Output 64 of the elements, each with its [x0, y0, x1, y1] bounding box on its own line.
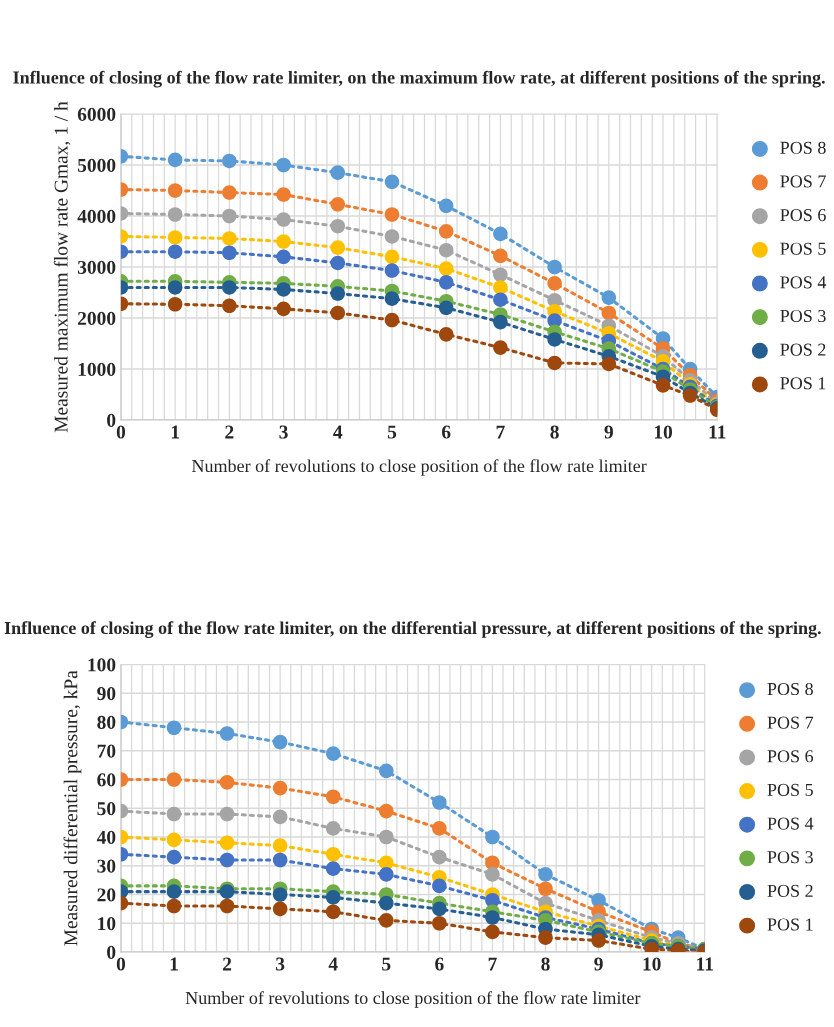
legend-label: POS 3 — [780, 309, 826, 323]
legend-label: POS 3 — [767, 851, 813, 864]
x-tick-label: 3 — [276, 957, 285, 971]
x-tick-label: 3 — [279, 425, 288, 439]
legend-label: POS 5 — [767, 783, 813, 797]
y-tick-label: 2000 — [78, 311, 116, 325]
x-tick-label: 5 — [382, 957, 391, 971]
y-tick-label: 70 — [97, 744, 116, 758]
x-tick-label: 7 — [496, 425, 505, 439]
y-tick-label: 20 — [97, 888, 116, 902]
y-tick-label: 10 — [98, 917, 116, 931]
x-tick-label: 9 — [604, 425, 613, 439]
y-tick-label: 80 — [97, 715, 116, 729]
y-tick-label: 50 — [97, 802, 116, 816]
legend-label: POS 6 — [780, 209, 826, 222]
y-tick-label: 0 — [107, 413, 116, 427]
y-tick-label: 5000 — [77, 158, 116, 172]
x-tick-label: 11 — [697, 957, 713, 971]
legend-label: POS 4 — [780, 276, 827, 289]
y-axis-title: Measured differential pressure, kPa — [63, 670, 82, 946]
x-tick-label: 8 — [550, 425, 559, 439]
legend-label: POS 8 — [780, 141, 826, 154]
chart-title: Influence of closing of the flow rate limiter, on the differential pressure, at different positions of the spring. — [4, 621, 821, 638]
x-tick-label: 4 — [333, 425, 343, 439]
legend-label: POS 2 — [780, 343, 826, 356]
y-tick-label: 30 — [97, 859, 116, 873]
legend-label: POS 2 — [767, 884, 813, 897]
x-tick-label: 8 — [541, 957, 550, 971]
y-tick-label: 4000 — [77, 209, 116, 223]
x-tick-label: 7 — [488, 957, 497, 971]
x-axis-title: Number of revolutions to close position of the flow rate limiter — [185, 991, 641, 1008]
y-tick-label: 40 — [96, 830, 116, 844]
y-axis-title: Measured maximum flow rate Gmax, 1 / h — [53, 101, 71, 433]
legend-label: POS 7 — [767, 716, 814, 729]
y-tick-label: 100 — [88, 658, 116, 672]
x-tick-label: 0 — [116, 425, 126, 439]
x-tick-label: 10 — [654, 425, 673, 439]
x-tick-label: 9 — [594, 957, 603, 971]
x-tick-label: 1 — [170, 957, 178, 971]
y-tick-label: 0 — [107, 945, 116, 959]
x-tick-label: 2 — [223, 957, 232, 971]
x-tick-label: 11 — [709, 425, 726, 439]
x-tick-label: 0 — [116, 957, 126, 971]
chart-title: Influence of closing of the flow rate limiter, on the maximum flow rate, at different positions of the spring. — [13, 70, 825, 88]
y-tick-label: 3000 — [77, 260, 116, 274]
x-tick-label: 6 — [435, 957, 444, 971]
x-tick-label: 4 — [328, 957, 338, 971]
x-axis-title: Number of revolutions to close position of the flow rate limiter — [191, 459, 647, 476]
x-tick-label: 1 — [171, 425, 179, 439]
legend-label: POS 7 — [780, 175, 826, 188]
y-tick-label: 1000 — [78, 362, 116, 376]
y-tick-label: 6000 — [77, 107, 116, 121]
legend-label: POS 5 — [780, 242, 826, 255]
x-tick-label: 5 — [387, 425, 397, 439]
y-tick-label: 90 — [97, 687, 116, 701]
legend-label: POS 1 — [767, 918, 813, 931]
y-tick-label: 60 — [97, 773, 116, 787]
x-tick-label: 6 — [441, 425, 451, 439]
legend-label: POS 4 — [767, 817, 814, 830]
x-tick-label: 2 — [225, 425, 234, 439]
legend-label: POS 8 — [767, 682, 813, 696]
x-tick-label: 10 — [643, 957, 661, 971]
legend-label: POS 6 — [767, 750, 814, 763]
legend-label: POS 1 — [780, 377, 826, 390]
